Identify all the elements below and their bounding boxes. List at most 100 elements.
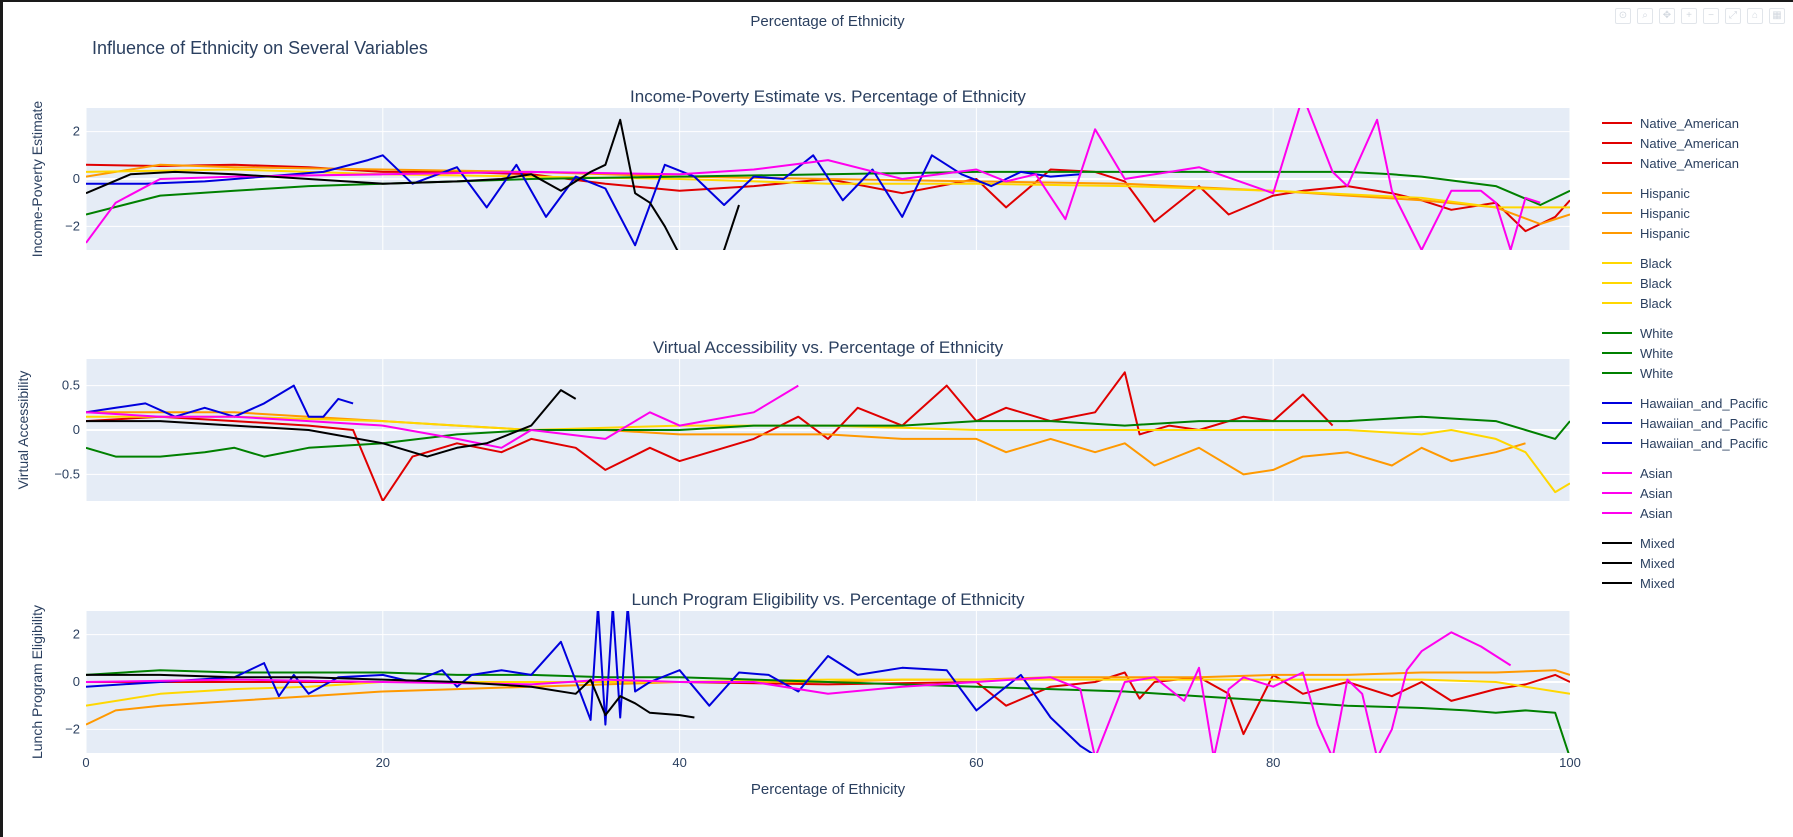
legend-label: Hispanic xyxy=(1640,205,1690,221)
legend-swatch xyxy=(1602,562,1632,564)
legend-swatch xyxy=(1602,232,1632,234)
legend-label: Hispanic xyxy=(1640,185,1690,201)
legend-label: Asian xyxy=(1640,485,1673,501)
legend-item-hawaiian-and-pacific[interactable]: Hawaiian_and_Pacific xyxy=(1602,413,1768,433)
legend-swatch xyxy=(1602,402,1632,404)
legend-item-mixed[interactable]: Mixed xyxy=(1602,553,1768,573)
pan-icon[interactable]: ✥ xyxy=(1659,8,1675,24)
x-tick-label: 0 xyxy=(82,755,89,770)
camera-icon[interactable]: ⊙ xyxy=(1615,8,1631,24)
y-tick-label: 2 xyxy=(73,627,80,642)
legend-label: White xyxy=(1640,325,1674,341)
legend-label: White xyxy=(1640,365,1674,381)
legend-item-hispanic[interactable]: Hispanic xyxy=(1602,223,1768,243)
subplot-2[interactable]: −0.5 0 0.5 Virtual Accessibility vs. Percen… xyxy=(15,338,1571,501)
figure-title: Influence of Ethnicity on Several Variab… xyxy=(92,38,428,58)
top-axis-title: Percentage of Ethnicity xyxy=(750,13,905,30)
series-line-mixed[interactable] xyxy=(86,673,695,719)
legend-item-black[interactable]: Black xyxy=(1602,273,1768,293)
legend-item-white[interactable]: White xyxy=(1602,323,1768,343)
series-line-black[interactable] xyxy=(86,415,1570,494)
series-line-asian[interactable] xyxy=(86,96,1541,250)
legend-item-hispanic[interactable]: Hispanic xyxy=(1602,183,1768,203)
y-tick-label: 0 xyxy=(73,422,80,437)
legend-item-mixed[interactable]: Mixed xyxy=(1602,573,1768,593)
series-line-hawaiian-and-pacific[interactable] xyxy=(86,384,354,418)
series-line-white[interactable] xyxy=(86,415,1570,458)
legend-label: Native_American xyxy=(1640,115,1739,131)
zoom-out-icon[interactable]: − xyxy=(1703,8,1719,24)
y-tick-label: −2 xyxy=(65,721,80,736)
legend-item-asian[interactable]: Asian xyxy=(1602,483,1768,503)
legend-label: White xyxy=(1640,345,1674,361)
legend-item-asian[interactable]: Asian xyxy=(1602,503,1768,523)
legend-item-hawaiian-and-pacific[interactable]: Hawaiian_and_Pacific xyxy=(1602,433,1768,453)
x-tick-label: 20 xyxy=(376,755,390,770)
legend-label: Black xyxy=(1640,295,1672,311)
legend-item-native-american[interactable]: Native_American xyxy=(1602,153,1768,173)
legend-item-native-american[interactable]: Native_American xyxy=(1602,133,1768,153)
legend-item-black[interactable]: Black xyxy=(1602,253,1768,273)
series-line-hawaiian-and-pacific[interactable] xyxy=(86,154,1081,247)
y-tick-label: −0.5 xyxy=(54,466,80,481)
legend-item-mixed[interactable]: Mixed xyxy=(1602,533,1768,553)
subplot-title: Income-Poverty Estimate vs. Percentage o… xyxy=(630,87,1026,106)
series-line-asian[interactable] xyxy=(86,631,1512,757)
legend-swatch xyxy=(1602,262,1632,264)
y-tick-label: 0.5 xyxy=(62,378,80,393)
legend-swatch xyxy=(1602,472,1632,474)
subplot-1[interactable]: −2 0 2 Income-Poverty Estimate vs. Percenta… xyxy=(29,87,1571,269)
y-tick-label: 0 xyxy=(73,171,80,186)
legend-label: Hawaiian_and_Pacific xyxy=(1640,415,1768,431)
legend-item-white[interactable]: White xyxy=(1602,363,1768,383)
series-line-hawaiian-and-pacific[interactable] xyxy=(86,606,1095,755)
legend-item-hispanic[interactable]: Hispanic xyxy=(1602,203,1768,223)
legend-swatch xyxy=(1602,162,1632,164)
series-line-white[interactable] xyxy=(86,669,1570,758)
series-line-mixed[interactable] xyxy=(86,389,577,458)
window-frame-left xyxy=(0,0,3,837)
series-line-black[interactable] xyxy=(86,678,1570,707)
series-line-mixed[interactable] xyxy=(86,118,740,269)
legend-swatch xyxy=(1602,512,1632,514)
legend: Native_American Native_American Native_Ame… xyxy=(1602,113,1768,593)
autoscale-icon[interactable]: ⤢ xyxy=(1725,8,1741,24)
y-axis-label: Virtual Accessibility xyxy=(15,371,31,490)
legend-swatch xyxy=(1602,492,1632,494)
zoom-icon[interactable]: ⌕ xyxy=(1637,8,1653,24)
legend-swatch xyxy=(1602,332,1632,334)
x-tick-label: 60 xyxy=(969,755,983,770)
legend-label: Asian xyxy=(1640,505,1673,521)
x-tick-label: 40 xyxy=(672,755,686,770)
subplot-3[interactable]: −2 0 2 Lunch Program Eligibility vs. Percen… xyxy=(29,590,1581,798)
legend-label: Asian xyxy=(1640,465,1673,481)
y-tick-label: 0 xyxy=(73,674,80,689)
legend-swatch xyxy=(1602,422,1632,424)
y-tick-label: −2 xyxy=(65,218,80,233)
legend-swatch xyxy=(1602,352,1632,354)
series-line-asian[interactable] xyxy=(86,384,799,449)
zoom-in-icon[interactable]: + xyxy=(1681,8,1697,24)
series-line-black[interactable] xyxy=(86,168,1570,209)
modebar: ⊙ ⌕ ✥ + − ⤢ ⌂ ▦ xyxy=(1615,8,1785,24)
series-line-native-american[interactable] xyxy=(86,371,1334,501)
legend-item-native-american[interactable]: Native_American xyxy=(1602,113,1768,133)
legend-swatch xyxy=(1602,542,1632,544)
reset-axes-icon[interactable]: ⌂ xyxy=(1747,8,1763,24)
plotly-logo-icon[interactable]: ▦ xyxy=(1769,8,1785,24)
legend-swatch xyxy=(1602,212,1632,214)
legend-item-white[interactable]: White xyxy=(1602,343,1768,363)
legend-item-black[interactable]: Black xyxy=(1602,293,1768,313)
x-tick-label: 100 xyxy=(1559,755,1581,770)
x-tick-label: 80 xyxy=(1266,755,1280,770)
legend-swatch xyxy=(1602,302,1632,304)
y-tick-label: 2 xyxy=(73,124,80,139)
x-axis-label: Percentage of Ethnicity xyxy=(751,781,906,798)
legend-label: Native_American xyxy=(1640,155,1739,171)
legend-label: Mixed xyxy=(1640,575,1675,591)
series-line-white[interactable] xyxy=(86,170,1570,216)
legend-label: Native_American xyxy=(1640,135,1739,151)
window-frame-top xyxy=(0,0,1793,2)
legend-item-hawaiian-and-pacific[interactable]: Hawaiian_and_Pacific xyxy=(1602,393,1768,413)
legend-item-asian[interactable]: Asian xyxy=(1602,463,1768,483)
